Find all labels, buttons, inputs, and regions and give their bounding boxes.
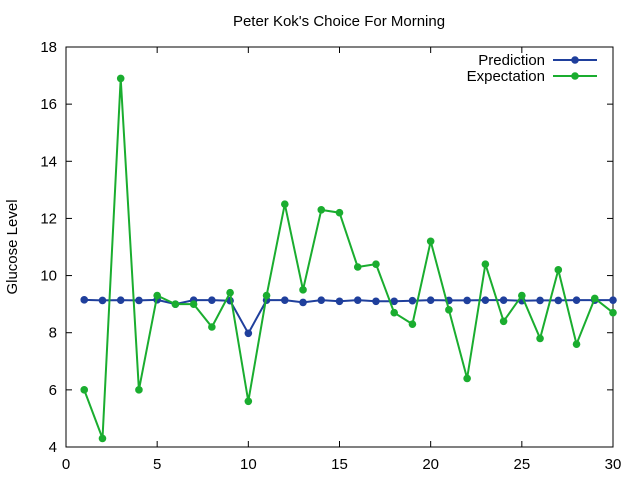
x-tick-label: 5 xyxy=(153,456,161,473)
series-line-prediction xyxy=(84,298,613,336)
data-point-prediction xyxy=(609,296,617,304)
data-point-prediction xyxy=(499,296,508,304)
data-point-expectation xyxy=(80,386,89,394)
y-tick-label: 10 xyxy=(40,268,57,285)
data-point-prediction xyxy=(80,296,89,304)
data-point-prediction xyxy=(299,298,307,307)
data-point-prediction xyxy=(463,296,471,305)
data-point-expectation xyxy=(554,266,563,274)
x-tick-label: 30 xyxy=(605,456,622,473)
x-tick-label: 0 xyxy=(62,456,70,473)
x-tick-label: 20 xyxy=(422,456,439,473)
y-tick-label: 6 xyxy=(49,382,57,399)
data-point-expectation xyxy=(590,294,599,303)
data-point-prediction xyxy=(390,297,399,306)
x-tick-label: 25 xyxy=(513,456,530,473)
data-point-expectation xyxy=(281,200,289,208)
y-axis-label: Glucose Level xyxy=(4,199,21,294)
data-point-prediction xyxy=(408,296,417,305)
data-point-prediction xyxy=(116,296,125,304)
data-point-prediction xyxy=(536,296,544,305)
data-point-expectation xyxy=(116,74,125,83)
data-point-expectation xyxy=(226,288,234,297)
data-point-expectation xyxy=(171,300,180,308)
legend-marker xyxy=(571,56,579,64)
data-point-expectation xyxy=(317,206,326,214)
data-point-prediction xyxy=(98,296,107,305)
y-tick-label: 12 xyxy=(40,210,57,227)
data-point-expectation xyxy=(153,291,161,300)
chart-title: Peter Kok's Choice For Morning xyxy=(233,13,445,30)
data-point-prediction xyxy=(281,296,289,304)
data-point-expectation xyxy=(481,260,490,268)
data-point-expectation xyxy=(299,286,307,294)
x-tick-label: 15 xyxy=(331,456,348,473)
data-point-prediction xyxy=(572,296,581,304)
y-tick-label: 4 xyxy=(49,439,57,456)
data-point-expectation xyxy=(572,340,581,348)
data-point-expectation xyxy=(98,434,107,443)
data-point-prediction xyxy=(353,296,362,304)
data-point-expectation xyxy=(609,308,617,317)
data-point-expectation xyxy=(353,263,362,271)
data-point-prediction xyxy=(335,297,344,306)
data-point-prediction xyxy=(208,296,216,304)
data-point-expectation xyxy=(372,260,380,268)
data-point-expectation xyxy=(189,300,198,308)
data-point-expectation xyxy=(445,306,453,314)
series-layer xyxy=(80,74,617,443)
data-point-expectation xyxy=(408,320,417,328)
data-point-expectation xyxy=(135,386,143,394)
y-tick-label: 14 xyxy=(40,153,57,170)
data-point-prediction xyxy=(372,297,380,306)
legend-marker xyxy=(571,72,579,80)
data-point-prediction xyxy=(554,296,563,305)
x-tick-label: 10 xyxy=(240,456,257,473)
data-point-expectation xyxy=(262,291,271,300)
legend-label: Prediction xyxy=(478,52,545,69)
data-point-expectation xyxy=(536,334,544,343)
data-point-expectation xyxy=(463,374,471,383)
y-tick-label: 8 xyxy=(49,325,57,342)
data-point-prediction xyxy=(317,296,326,304)
data-point-expectation xyxy=(499,317,508,326)
data-point-prediction xyxy=(481,296,490,304)
data-point-expectation xyxy=(518,291,526,300)
series-line-expectation xyxy=(83,78,614,439)
data-point-expectation xyxy=(244,397,253,406)
data-point-expectation xyxy=(335,208,344,217)
y-tick-label: 18 xyxy=(40,39,57,56)
plot-frame xyxy=(65,46,614,448)
legend-label: Expectation xyxy=(467,68,545,85)
ticks: 0 5 10 15 20 25 30 4 6 8 10 12 14 16 18 xyxy=(40,39,621,473)
y-tick-label: 16 xyxy=(40,96,57,113)
data-point-prediction xyxy=(244,329,253,338)
data-point-prediction xyxy=(426,296,435,304)
data-point-prediction xyxy=(135,296,143,305)
data-point-expectation xyxy=(426,237,435,246)
data-point-expectation xyxy=(390,308,399,317)
data-point-expectation xyxy=(208,323,216,331)
